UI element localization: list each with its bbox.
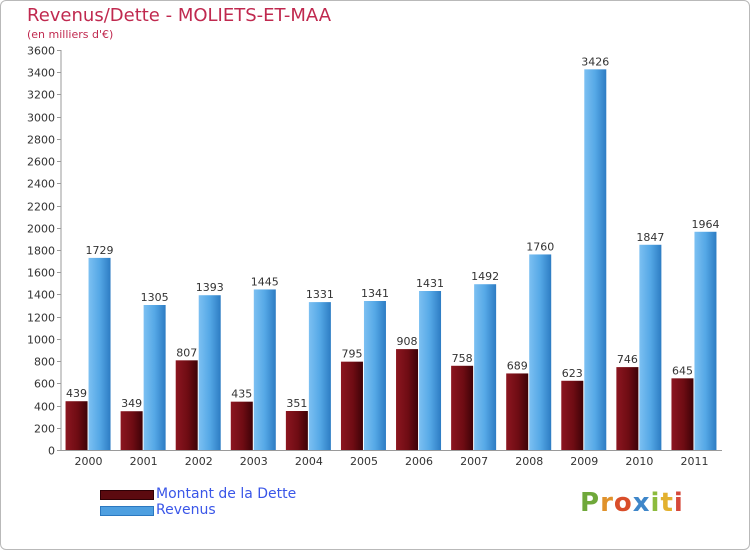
y-tick-label: 2400 <box>27 178 55 191</box>
x-tick-label: 2011 <box>680 455 708 468</box>
bar-dette <box>396 349 419 450</box>
bar-revenus <box>198 295 221 450</box>
data-label-revenus: 3426 <box>581 55 609 68</box>
data-label-dette: 746 <box>617 353 638 366</box>
bar-dette <box>340 361 363 450</box>
legend-swatch-revenus <box>100 506 154 516</box>
bar-revenus <box>308 302 331 450</box>
y-tick-label: 2600 <box>27 156 55 169</box>
bar-revenus <box>419 291 442 450</box>
y-tick-label: 1600 <box>27 267 55 280</box>
y-tick-label: 0 <box>48 445 55 458</box>
bar-dette <box>561 380 584 450</box>
logo-letter: i <box>673 488 684 518</box>
chart-subtitle: (en milliers d'€) <box>27 28 114 41</box>
x-tick-label: 2005 <box>350 455 378 468</box>
bar-revenus <box>584 69 607 450</box>
bar-revenus <box>694 231 717 450</box>
logo-letter: t <box>660 488 674 518</box>
y-tick-label: 1800 <box>27 245 55 258</box>
y-tick-label: 800 <box>34 356 55 369</box>
y-tick-label: 400 <box>34 401 55 414</box>
y-tick-label: 600 <box>34 378 55 391</box>
y-tick-label: 2200 <box>27 201 55 214</box>
data-label-revenus: 1445 <box>251 275 279 288</box>
data-label-dette: 689 <box>507 359 528 372</box>
bar-revenus <box>88 257 111 450</box>
bar-dette <box>506 373 529 450</box>
y-tick-label: 3000 <box>27 112 55 125</box>
x-tick-label: 2002 <box>185 455 213 468</box>
bar-revenus <box>529 254 552 450</box>
data-label-revenus: 1964 <box>691 218 719 231</box>
y-tick-label: 3400 <box>27 67 55 80</box>
y-tick-label: 200 <box>34 423 55 436</box>
x-tick-label: 2004 <box>295 455 323 468</box>
y-tick-label: 2000 <box>27 223 55 236</box>
x-tick-label: 2003 <box>240 455 268 468</box>
data-label-revenus: 1492 <box>471 270 499 283</box>
bar-dette <box>230 401 253 450</box>
data-label-dette: 439 <box>66 387 87 400</box>
y-tick-label: 1200 <box>27 312 55 325</box>
bar-revenus <box>639 244 662 450</box>
bar-revenus <box>143 305 166 450</box>
x-tick-label: 2001 <box>130 455 158 468</box>
bar-revenus <box>363 301 386 450</box>
chart-title: Revenus/Dette - MOLIETS-ET-MAA <box>27 5 332 26</box>
data-label-revenus: 1341 <box>361 287 389 300</box>
data-label-dette: 435 <box>231 388 252 401</box>
logo-letter: x <box>632 488 651 518</box>
bar-dette <box>65 401 88 450</box>
data-label-dette: 349 <box>121 397 142 410</box>
data-label-revenus: 1760 <box>526 240 554 253</box>
y-tick-label: 3200 <box>27 89 55 102</box>
x-tick-label: 2010 <box>625 455 653 468</box>
bars <box>65 69 717 450</box>
proxiti-logo: Proxiti <box>580 488 684 518</box>
data-label-dette: 645 <box>672 364 693 377</box>
logo-letter: P <box>580 488 601 518</box>
logo-letter: r <box>600 488 614 518</box>
data-label-revenus: 1393 <box>196 281 224 294</box>
data-label-dette: 623 <box>562 367 583 380</box>
data-label-dette: 758 <box>452 352 473 365</box>
x-tick-label: 2009 <box>570 455 598 468</box>
y-tick-label: 1400 <box>27 289 55 302</box>
logo-letter: i <box>650 488 661 518</box>
bar-dette <box>175 360 198 450</box>
legend-label-dette: Montant de la Dette <box>156 486 297 502</box>
bar-dette <box>120 411 143 450</box>
y-tick-label: 2800 <box>27 134 55 147</box>
y-tick-label: 3600 <box>27 45 55 58</box>
data-label-dette: 351 <box>286 397 307 410</box>
legend-label-revenus: Revenus <box>156 502 216 518</box>
y-tick-label: 1000 <box>27 334 55 347</box>
axes: 0 200 400 600 800 1000 1200 1400 1600 1800 2000 220… <box>27 45 722 468</box>
x-tick-label: 2007 <box>460 455 488 468</box>
data-label-revenus: 1847 <box>636 231 664 244</box>
bar-dette <box>671 378 694 450</box>
bar-dette <box>285 411 308 450</box>
data-label-revenus: 1331 <box>306 288 334 301</box>
bar-dette <box>616 367 639 450</box>
data-labels: 439 1729 349 1305 807 1393 435 1445 351 1331 795 13… <box>66 55 719 410</box>
legend-swatch-dette <box>100 490 154 500</box>
logo-letter: o <box>613 488 633 518</box>
bar-revenus <box>474 284 497 450</box>
bar-revenus <box>253 289 276 450</box>
data-label-dette: 807 <box>176 346 197 359</box>
data-label-dette: 908 <box>397 335 418 348</box>
data-label-dette: 795 <box>341 348 362 361</box>
data-label-revenus: 1431 <box>416 277 444 290</box>
bar-dette <box>451 365 474 450</box>
data-label-revenus: 1729 <box>86 244 114 257</box>
x-tick-label: 2000 <box>75 455 103 468</box>
x-tick-label: 2008 <box>515 455 543 468</box>
x-tick-label: 2006 <box>405 455 433 468</box>
data-label-revenus: 1305 <box>141 291 169 304</box>
